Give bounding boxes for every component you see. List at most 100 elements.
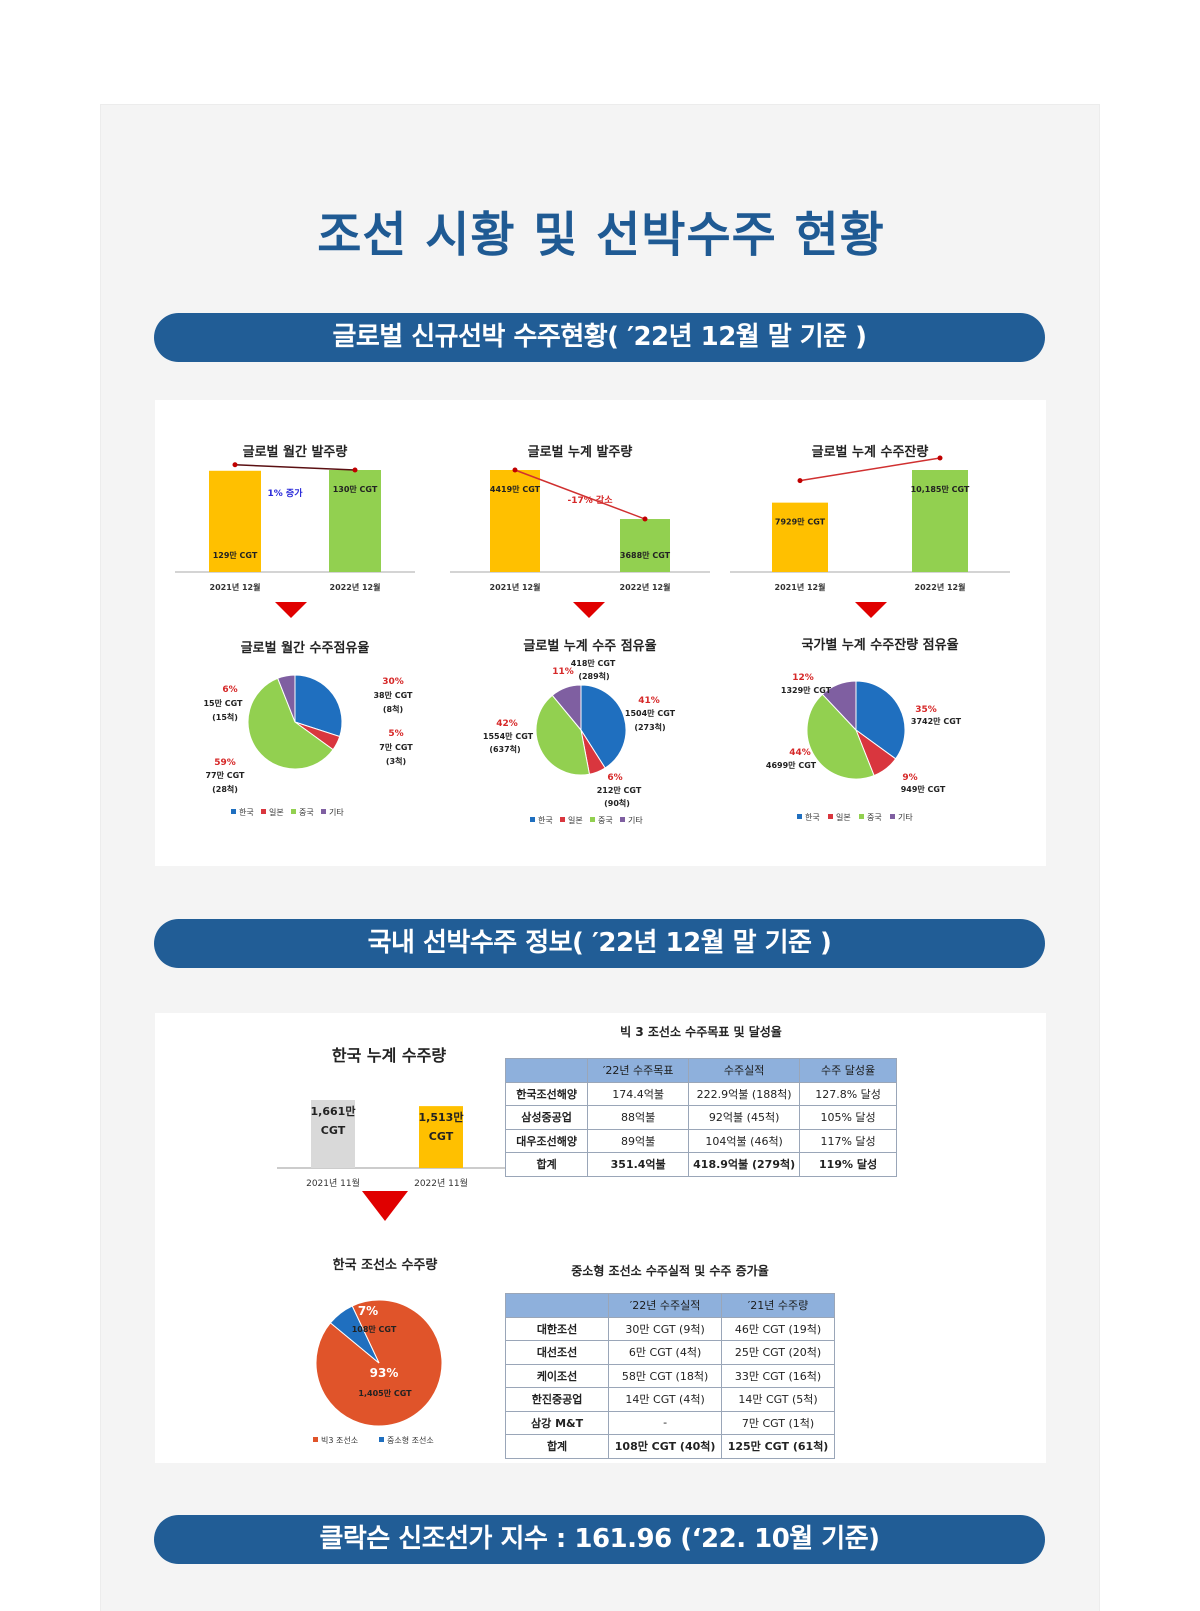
trend-point	[797, 478, 803, 484]
value-label: 212만 CGT	[597, 785, 642, 795]
row-header: 대선조선	[504, 1340, 610, 1365]
count-label: (273척)	[634, 722, 665, 732]
table-cell: 104억불 (46척)	[688, 1128, 801, 1153]
legend-swatch	[828, 814, 833, 819]
chart-title: 글로벌 월간 수주점유율	[241, 640, 370, 656]
legend-label: 일본	[269, 808, 284, 817]
pct-label: 6%	[607, 773, 622, 783]
data-label: 3688만 CGT	[620, 550, 671, 560]
row-header: 대한조선	[504, 1316, 610, 1341]
legend-label: 기타	[329, 808, 344, 817]
bar	[772, 502, 828, 572]
legend-label: 한국	[239, 808, 254, 817]
bar	[419, 1106, 463, 1168]
pct-label: 41%	[638, 696, 660, 706]
value-label: 3742만 CGT	[911, 716, 962, 726]
table-row: 삼성중공업 88억불 92억불 (45척) 105% 달성	[504, 1105, 897, 1130]
trend-line	[514, 469, 646, 520]
trend-point	[642, 516, 648, 522]
column-header: ′22년 수주실적	[608, 1293, 723, 1318]
legend-label: 기타	[898, 813, 913, 822]
legend-swatch	[797, 814, 802, 819]
legend-swatch	[379, 1437, 384, 1442]
table-cell: 119% 달성	[799, 1152, 897, 1177]
value-label: 7만 CGT	[379, 742, 413, 752]
column-header	[504, 1293, 610, 1318]
count-label: (90척)	[604, 798, 630, 808]
count-label: (289척)	[578, 671, 609, 681]
table-cell: 125만 CGT (61척)	[721, 1434, 835, 1459]
tick-label: 2021년 12월	[775, 582, 826, 592]
tick-label: 2022년 12월	[330, 582, 381, 592]
pct-label: 42%	[496, 719, 518, 729]
column-header: ′22년 수주목표	[587, 1058, 690, 1083]
table-cell: 92억불 (45척)	[688, 1105, 801, 1130]
legend-swatch	[530, 817, 535, 822]
row-header: 삼강 M&T	[504, 1410, 610, 1435]
pie-slice	[855, 680, 906, 760]
column-header: 수주 달성율	[799, 1058, 897, 1083]
value-label: 1504만 CGT	[625, 708, 676, 718]
table-cell: 30만 CGT (9척)	[608, 1316, 723, 1341]
pct-label: 93%	[370, 1366, 399, 1380]
pie-slice	[551, 684, 582, 732]
pct-label: 6%	[222, 685, 237, 695]
table-row: 대선조선 6만 CGT (4척) 25만 CGT (20척)	[504, 1340, 835, 1365]
trend-line	[799, 457, 941, 482]
tick-label: 2022년 12월	[620, 582, 671, 592]
tick-label: 2021년 12월	[210, 582, 261, 592]
table-cell: 108만 CGT (40척)	[608, 1434, 723, 1459]
table-cell: 117% 달성	[799, 1128, 897, 1153]
table-cell: 33만 CGT (16척)	[721, 1363, 835, 1388]
table-cell: 105% 달성	[799, 1105, 897, 1130]
row-header: 한진중공업	[504, 1387, 610, 1412]
table-cell: 418.9억불 (279척)	[688, 1152, 801, 1177]
down-arrow-icon	[855, 602, 887, 618]
table-row: 삼강 M&T -7만 CGT (1척)	[504, 1410, 835, 1435]
big3-table-title: 빅 3 조선소 수주목표 및 달성율	[620, 1025, 782, 1039]
legend-swatch	[859, 814, 864, 819]
chart-title: 글로벌 월간 발주량	[243, 444, 348, 460]
legend-label: 한국	[538, 816, 553, 825]
data-label: 7929만 CGT	[775, 517, 826, 527]
bar	[209, 470, 261, 572]
value-label: 4699만 CGT	[766, 760, 817, 770]
pie-slice	[821, 680, 857, 732]
value-label: 418만 CGT	[571, 658, 616, 668]
value-label: 1329만 CGT	[781, 685, 832, 695]
value-label: 1554만 CGT	[483, 731, 534, 741]
pct-label: 7%	[358, 1304, 378, 1318]
value-label: 38만 CGT	[373, 690, 413, 700]
cumulative-share-pie: 글로벌 누계 수주 점유율 41% 1504만 CGT (273척) 6% 212만 CG…	[483, 638, 676, 825]
pct-label: 30%	[382, 677, 404, 687]
tick-label: 2022년 11월	[414, 1177, 468, 1188]
row-header: 케이조선	[504, 1363, 610, 1388]
pct-label: 5%	[388, 729, 403, 739]
legend-label: 중국	[299, 808, 314, 817]
monthly-share-pie: 글로벌 월간 수주점유율 30% 38만 CGT (8척) 5% 7만 CGT (3척) 59…	[203, 640, 413, 817]
section-header-global: 글로벌 신규선박 수주현황( ′22년 12월 말 기준 )	[154, 313, 1045, 362]
pct-label: 35%	[915, 705, 937, 715]
trend-point	[937, 455, 943, 461]
tick-label: 2021년 12월	[490, 582, 541, 592]
data-label: CGT	[321, 1124, 346, 1137]
row-header: 합계	[504, 1152, 589, 1177]
tick-label: 2022년 12월	[915, 582, 966, 592]
content-panel: 조선 시황 및 선박수주 현황 글로벌 신규선박 수주현황( ′22년 12월 …	[100, 104, 1100, 1611]
value-label: 77만 CGT	[205, 770, 245, 780]
table-cell: 14만 CGT (4척)	[608, 1387, 723, 1412]
table-row: 합계 351.4억불 418.9억불 (279척) 119% 달성	[504, 1152, 897, 1177]
legend-swatch	[321, 809, 326, 814]
chart-title: 한국 누계 수주량	[332, 1046, 446, 1065]
chart-title: 글로벌 누계 수주잔량	[812, 444, 929, 460]
table-row: 대우조선해양 89억불 104억불 (46척) 117% 달성	[504, 1128, 897, 1153]
table-cell: -	[608, 1410, 723, 1435]
bar	[912, 470, 968, 572]
chart-title: 한국 조선소 수주량	[333, 1257, 438, 1273]
data-label: 1,661만	[311, 1104, 356, 1118]
legend-swatch	[620, 817, 625, 822]
table-row: 한진중공업 14만 CGT (4척) 14만 CGT (5척)	[504, 1387, 835, 1412]
count-label: (3척)	[386, 756, 406, 766]
bar	[620, 519, 670, 572]
legend-label: 중국	[867, 813, 882, 822]
